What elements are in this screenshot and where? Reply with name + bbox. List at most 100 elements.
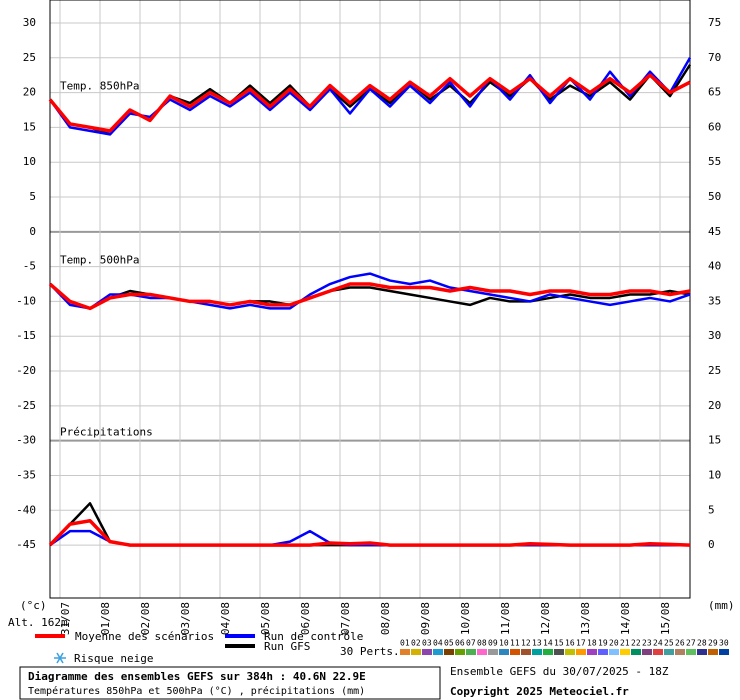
pert-swatch	[708, 649, 718, 655]
series-line	[48, 518, 691, 547]
y-tick-label: -10	[16, 294, 36, 307]
y-tick-label: 25	[23, 51, 36, 64]
pert-swatch	[686, 649, 696, 655]
x-tick-label: 01/08	[99, 602, 112, 635]
pert-number: 17	[576, 639, 586, 648]
y-tick-label: -30	[16, 434, 36, 447]
pert-swatch	[510, 649, 520, 655]
y-tick-label: 0	[29, 225, 36, 238]
y2-tick-label: 0	[708, 538, 715, 551]
x-tick-label: 08/08	[379, 602, 392, 635]
pert-swatch	[422, 649, 432, 655]
pert-swatch	[433, 649, 443, 655]
pert-number: 24	[653, 639, 663, 648]
series-line	[48, 73, 691, 133]
pert-number: 08	[477, 639, 487, 648]
footer-subtitle: Températures 850hPa et 500hPa (°C) , pré…	[28, 685, 365, 697]
x-tick-label: 10/08	[459, 602, 472, 635]
y2-unit: (mm)	[708, 599, 735, 612]
pert-swatch	[466, 649, 476, 655]
pert-swatch	[488, 649, 498, 655]
pert-swatch	[543, 649, 553, 655]
y-tick-label: 15	[23, 120, 36, 133]
y2-tick-label: 65	[708, 86, 721, 99]
x-tick-label: 04/08	[219, 602, 232, 635]
y2-tick-label: 25	[708, 364, 721, 377]
x-tick-label: 09/08	[419, 602, 432, 635]
footer-title: Diagramme des ensembles GEFS sur 384h : …	[28, 670, 366, 683]
pert-swatch	[587, 649, 597, 655]
pert-number: 06	[455, 639, 465, 648]
legend-label: Run GFS	[264, 640, 310, 653]
y-tick-label: 20	[23, 86, 36, 99]
y2-tick-label: 10	[708, 468, 721, 481]
y-tick-label: -40	[16, 503, 36, 516]
pert-number: 23	[642, 639, 652, 648]
series-line	[48, 282, 691, 311]
x-tick-label: 07/08	[339, 602, 352, 635]
perts-label: 30 Perts.	[340, 645, 400, 658]
x-tick-label: 02/08	[139, 602, 152, 635]
pert-swatch	[664, 649, 674, 655]
footer-box	[19, 666, 441, 700]
panel-label: Temp. 850hPa	[60, 80, 139, 93]
pert-swatch	[455, 649, 465, 655]
pert-number: 30	[719, 639, 729, 648]
x-tick-label: 03/08	[179, 602, 192, 635]
pert-swatch	[719, 649, 729, 655]
pert-number: 07	[466, 639, 476, 648]
x-tick-label: 31/07	[59, 602, 72, 635]
panel-label: Temp. 500hPa	[60, 254, 139, 267]
pert-swatch	[631, 649, 641, 655]
y2-tick-label: 35	[708, 294, 721, 307]
pert-swatch	[532, 649, 542, 655]
pert-number: 13	[532, 639, 542, 648]
pert-swatch	[411, 649, 421, 655]
pert-swatch	[400, 649, 410, 655]
panel-label: Précipitations	[60, 426, 153, 439]
y2-tick-label: 20	[708, 399, 721, 412]
y2-tick-label: 40	[708, 260, 721, 273]
pert-number: 02	[411, 639, 421, 648]
plot-border	[49, 0, 691, 599]
pert-number: 26	[675, 639, 685, 648]
snow-label: Risque neige	[74, 652, 153, 665]
legend-label: Moyenne des scénarios	[75, 630, 214, 643]
pert-number: 28	[697, 639, 707, 648]
pert-number: 04	[433, 639, 443, 648]
y-tick-label: 10	[23, 155, 36, 168]
snow-icon	[54, 652, 66, 664]
pert-number: 15	[554, 639, 564, 648]
y2-tick-label: 15	[708, 434, 721, 447]
y-unit: (°c)	[20, 599, 47, 612]
pert-number: 09	[488, 639, 498, 648]
pert-swatch	[675, 649, 685, 655]
pert-swatch	[576, 649, 586, 655]
pert-number: 18	[587, 639, 597, 648]
y2-tick-label: 75	[708, 16, 721, 29]
pert-number: 10	[499, 639, 509, 648]
pert-swatch	[598, 649, 608, 655]
pert-swatch	[499, 649, 509, 655]
y2-tick-label: 5	[708, 503, 715, 516]
pert-number: 29	[708, 639, 718, 648]
y-tick-label: 30	[23, 16, 36, 29]
footer-run: Ensemble GEFS du 30/07/2025 - 18Z	[450, 665, 669, 678]
pert-number: 05	[444, 639, 454, 648]
x-tick-label: 06/08	[299, 602, 312, 635]
pert-number: 20	[609, 639, 619, 648]
pert-swatch	[477, 649, 487, 655]
pert-swatch	[565, 649, 575, 655]
altitude: Alt. 162m	[8, 616, 68, 629]
y-tick-label: -25	[16, 399, 36, 412]
x-tick-label: 15/08	[659, 602, 672, 635]
y-tick-label: -45	[16, 538, 36, 551]
y2-tick-label: 30	[708, 329, 721, 342]
x-tick-label: 05/08	[259, 602, 272, 635]
pert-number: 01	[400, 639, 410, 648]
y-tick-label: -5	[23, 260, 36, 273]
pert-number: 16	[565, 639, 575, 648]
pert-number: 25	[664, 639, 674, 648]
y-tick-label: 5	[29, 190, 36, 203]
pert-swatch	[697, 649, 707, 655]
